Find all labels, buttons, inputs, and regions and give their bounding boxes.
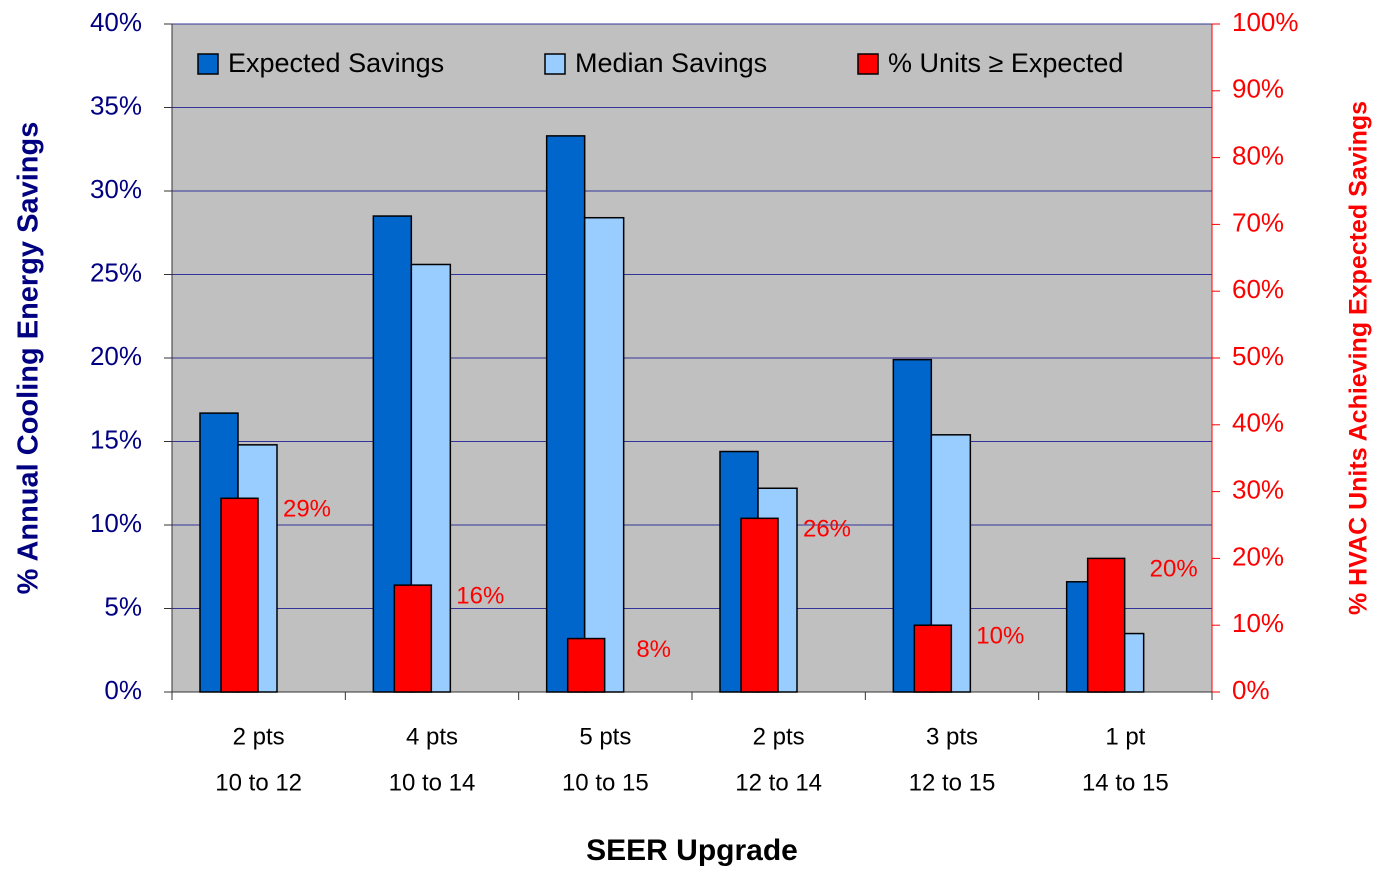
bar xyxy=(393,584,433,693)
x-tick-label: 14 to 15 xyxy=(1082,769,1169,796)
y2-axis-title: % HVAC Units Achieving Expected Savings xyxy=(1345,101,1373,615)
y-tick-label: 10% xyxy=(90,508,142,538)
bar xyxy=(740,517,779,693)
y-tick-label: 40% xyxy=(90,7,142,37)
y-tick-label: 30% xyxy=(90,174,142,204)
legend-label: % Units ≥ Expected xyxy=(888,48,1123,78)
bar xyxy=(220,497,259,693)
y2-tick-label: 20% xyxy=(1232,541,1284,571)
legend-swatch xyxy=(197,53,219,75)
legend-swatch xyxy=(544,53,566,75)
x-tick-label: 3 pts xyxy=(926,723,978,750)
y-tick-label: 20% xyxy=(90,341,142,371)
x-tick-label: 4 pts xyxy=(406,723,458,750)
y-tick-label: 5% xyxy=(104,591,142,621)
bar xyxy=(566,637,606,693)
x-tick-label: 10 to 14 xyxy=(389,769,476,796)
bar xyxy=(1086,557,1126,693)
y-tick-label: 35% xyxy=(90,90,142,120)
y2-tick-label: 10% xyxy=(1232,608,1284,638)
x-tick-label: 10 to 12 xyxy=(215,769,302,796)
x-axis-title: SEER Upgrade xyxy=(586,834,798,867)
data-label: 29% xyxy=(283,496,331,523)
y2-tick-label: 90% xyxy=(1232,74,1284,104)
x-tick-label: 1 pt xyxy=(1105,723,1145,750)
x-tick-label: 10 to 15 xyxy=(562,769,649,796)
x-tick-label: 12 to 15 xyxy=(909,769,996,796)
y-tick-label: 0% xyxy=(104,675,142,705)
bar xyxy=(913,624,953,693)
y-axis-title: % Annual Cooling Energy Savings xyxy=(13,122,45,595)
bar xyxy=(583,216,625,693)
data-label: 16% xyxy=(456,582,504,609)
y2-tick-label: 30% xyxy=(1232,474,1284,504)
y2-tick-label: 0% xyxy=(1232,675,1270,705)
bar xyxy=(545,135,586,693)
x-tick-label: 5 pts xyxy=(579,723,631,750)
data-label: 26% xyxy=(803,516,851,543)
y2-tick-label: 60% xyxy=(1232,274,1284,304)
legend-label: Expected Savings xyxy=(228,48,444,78)
y2-tick-label: 80% xyxy=(1232,140,1284,170)
x-tick-label: 2 pts xyxy=(753,723,805,750)
legend-label: Median Savings xyxy=(575,48,767,78)
data-label: 20% xyxy=(1150,556,1198,583)
data-label: 8% xyxy=(636,636,671,663)
x-tick-label: 12 to 14 xyxy=(735,769,822,796)
y-tick-label: 15% xyxy=(90,424,142,454)
y2-tick-label: 50% xyxy=(1232,341,1284,371)
y-tick-label: 25% xyxy=(90,257,142,287)
legend-swatch xyxy=(857,53,879,75)
x-tick-label: 2 pts xyxy=(233,723,285,750)
data-label: 10% xyxy=(976,623,1024,650)
y2-tick-label: 100% xyxy=(1232,7,1299,37)
y2-tick-label: 40% xyxy=(1232,408,1284,438)
y2-tick-label: 70% xyxy=(1232,207,1284,237)
